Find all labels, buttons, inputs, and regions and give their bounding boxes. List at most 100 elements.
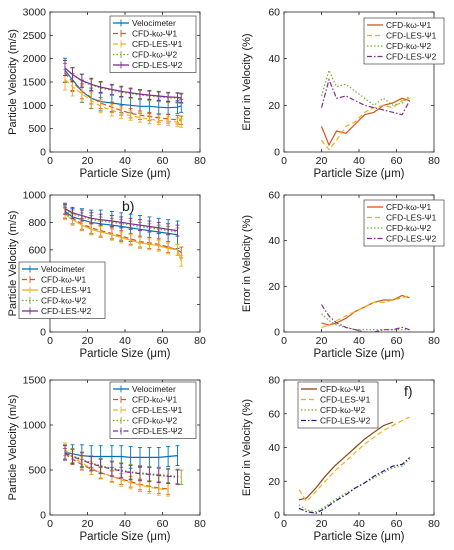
series-line-2	[64, 212, 182, 253]
legend-box	[297, 381, 379, 429]
y-tick-label: 40	[268, 53, 280, 65]
x-tick-label: 0	[281, 518, 287, 530]
series-line-3	[64, 213, 182, 261]
y-tick-label: 1000	[23, 100, 47, 112]
series-line-3	[298, 458, 411, 513]
y-tick-label: 800	[28, 217, 46, 229]
series-line-5	[64, 67, 182, 99]
series-line-3	[64, 448, 169, 491]
x-tick-label: 80	[194, 518, 206, 530]
series-group	[63, 202, 184, 267]
series-group	[63, 57, 184, 128]
y-tick-label: 2000	[23, 53, 47, 65]
x-tick-label: 40	[119, 155, 131, 167]
legend: VelocimeterCFD-kω-Ψ1CFD-LES-Ψ1CFD-kω-Ψ2C…	[18, 261, 106, 319]
y-axis-label: Particle Velocity (m/s)	[7, 29, 19, 135]
legend-entry: CFD-LES-Ψ1	[132, 39, 183, 49]
legend-entry: Velocimeter	[132, 384, 176, 394]
legend-entry: CFD-LES-Ψ1	[386, 213, 437, 223]
legend-entry: CFD-LES-Ψ1	[320, 395, 371, 405]
legend-entry: CFD-LES-Ψ2	[386, 234, 437, 244]
legend: VelocimeterCFD-kω-Ψ1CFD-LES-Ψ1CFD-kω-Ψ2C…	[109, 381, 197, 439]
legend-entry: CFD-kω-Ψ1	[132, 29, 178, 39]
x-tick-label: 60	[157, 518, 169, 530]
series-line-4	[64, 451, 182, 478]
x-axis-label: Particle Size (μm)	[314, 348, 405, 360]
y-axis-label: Particle Velocity (m/s)	[7, 395, 19, 501]
x-tick-label: 20	[82, 335, 94, 347]
y-tick-label: 500	[28, 465, 46, 477]
x-axis-label: Particle Size (μm)	[314, 168, 405, 180]
series-group	[320, 294, 410, 332]
y-tick-label: 0	[40, 147, 46, 159]
series-group	[298, 416, 411, 514]
y-axis-label: Error in Velocity (%)	[241, 399, 253, 496]
legend-entry: CFD-LES-Ψ2	[386, 52, 437, 62]
legend-entry: CFD-kω-Ψ1	[320, 384, 366, 394]
legend-entry: CFD-kω-Ψ1	[132, 395, 178, 405]
chart-panel-5: 0 20 40 60 80 0 500 1000 1500 Particle Size (μm) P…	[7, 375, 206, 544]
series-line-3	[320, 68, 411, 107]
x-tick-label: 40	[353, 518, 365, 530]
x-tick-label: 20	[82, 155, 94, 167]
x-axis-label: Particle Size (μm)	[314, 531, 405, 543]
legend-entry: CFD-LES-Ψ1	[386, 31, 437, 41]
legend-entry: CFD-kω-Ψ1	[41, 275, 87, 285]
y-axis-label: Error in Velocity (%)	[241, 215, 253, 312]
y-axis-label: Particle Velocity (m/s)	[7, 211, 19, 317]
y-tick-label: 0	[40, 327, 46, 339]
y-tick-label: 40	[268, 235, 280, 247]
x-tick-label: 80	[428, 155, 440, 167]
chart-panel-3: 02040608002004006008001000Particle Size …	[7, 190, 206, 361]
legend-entry: CFD-LES-Ψ2	[320, 416, 371, 426]
y-tick-label: 0	[274, 147, 280, 159]
x-tick-label: 20	[82, 518, 94, 530]
y-tick-label: 60	[268, 7, 280, 19]
x-tick-label: 40	[119, 518, 131, 530]
x-tick-label: 0	[281, 155, 287, 167]
y-tick-label: 20	[268, 281, 280, 293]
x-tick-label: 0	[47, 155, 53, 167]
chart-panel-6: 0 20 40 60 80 0 20 40 60 80 Particle Size (μm) Erro…	[241, 375, 440, 544]
y-tick-label: 0	[40, 510, 46, 522]
legend-entry: CFD-kω-Ψ2	[132, 416, 178, 426]
legend-entry: CFD-kω-Ψ1	[386, 20, 432, 30]
legend-entry: CFD-kω-Ψ1	[386, 202, 432, 212]
y-tick-label: 1000	[23, 190, 47, 202]
x-axis-label: Particle Size (μm)	[80, 168, 171, 180]
series-line-2	[321, 294, 410, 328]
x-tick-label: 40	[353, 155, 365, 167]
legend-entry: CFD-kω-Ψ2	[41, 296, 87, 306]
y-tick-label: 1000	[23, 420, 47, 432]
series-group	[63, 442, 184, 497]
series-line-1	[321, 294, 410, 326]
legend-entry: Velocimeter	[132, 18, 176, 28]
legend: VelocimeterCFD-kω-Ψ1CFD-LES-Ψ1CFD-kω-Ψ2C…	[109, 15, 197, 73]
legend-box	[363, 17, 445, 65]
legend-entry: CFD-kω-Ψ2	[132, 50, 178, 60]
y-axis-label: Error in Velocity (%)	[241, 33, 253, 130]
x-tick-label: 80	[194, 155, 206, 167]
legend-entry: CFD-LES-Ψ2	[132, 60, 183, 70]
x-tick-label: 20	[316, 518, 328, 530]
x-axis-label: Particle Size (μm)	[80, 531, 171, 543]
panel-label: f)	[404, 383, 413, 399]
series-line-2	[298, 416, 410, 503]
x-tick-label: 40	[119, 335, 131, 347]
y-tick-label: 60	[268, 408, 280, 420]
series-line-2	[64, 72, 182, 121]
series-line-4	[320, 77, 411, 116]
x-tick-label: 0	[47, 518, 53, 530]
series-line-1	[298, 421, 394, 501]
y-tick-label: 40	[268, 442, 280, 454]
y-tick-label: 20	[268, 100, 280, 112]
y-tick-label: 500	[28, 123, 46, 135]
x-tick-label: 0	[47, 335, 53, 347]
x-tick-label: 0	[281, 335, 287, 347]
series-line-4	[320, 304, 410, 332]
legend-entry: Velocimeter	[41, 264, 85, 274]
